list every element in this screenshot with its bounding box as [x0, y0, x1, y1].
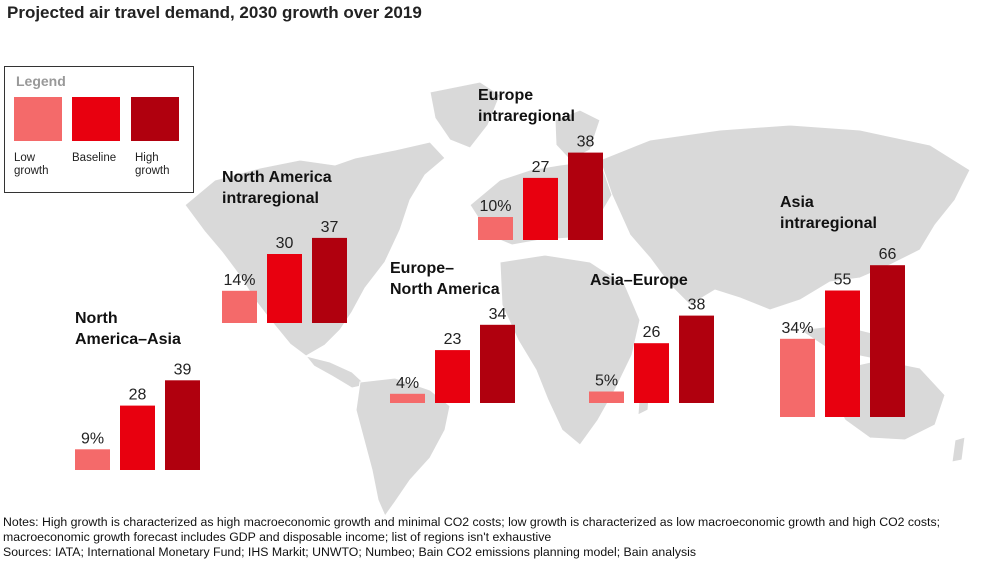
bar-value-label: 66	[879, 246, 897, 263]
region-label-north-america-asia: North America–Asia	[75, 308, 181, 350]
region-label-line: America–Asia	[75, 331, 181, 348]
map-new-zealand	[951, 436, 966, 463]
legend-swatch-high-growth	[131, 97, 179, 141]
bar-high-growth	[568, 152, 603, 240]
bar-value-label: 38	[577, 134, 595, 151]
bar-baseline	[523, 177, 558, 240]
bar-value-label: 55	[834, 272, 852, 289]
bar-value-label: 26	[643, 324, 661, 341]
bar-value-label: 34	[489, 306, 507, 323]
bar-value-label: 4%	[396, 375, 419, 392]
legend-title: Legend	[16, 73, 66, 89]
bar-value-label: 9%	[81, 430, 104, 447]
bar-baseline	[634, 343, 669, 403]
bar-high-growth	[870, 265, 905, 417]
map-greenland	[429, 81, 501, 149]
region-label-line: North	[75, 310, 118, 327]
bar-value-label: 14%	[223, 272, 255, 289]
region-label-line: intraregional	[478, 108, 575, 125]
region-label-line: Europe	[478, 87, 534, 104]
map-scandinavia	[554, 109, 601, 161]
region-label-line: North America	[390, 281, 500, 298]
region-label-line: intraregional	[222, 190, 319, 207]
footnotes: Notes: High growth is characterized as h…	[3, 515, 997, 560]
sources-text: Sources: IATA; International Monetary Fu…	[3, 545, 697, 559]
region-label-line: intraregional	[780, 215, 877, 232]
bar-group-north-america-asia: 9% 28 39	[75, 361, 200, 470]
region-label-line: North America	[222, 169, 332, 186]
bar-value-label: 30	[276, 235, 294, 252]
bar-value-label: 27	[532, 159, 550, 176]
bar-low-growth	[75, 449, 110, 470]
region-label-europe-north-america: Europe– North America	[390, 258, 500, 300]
bar-high-growth	[165, 380, 200, 470]
bar-value-label: 34%	[781, 320, 813, 337]
chart-title: Projected air travel demand, 2030 growth…	[7, 3, 422, 22]
bar-value-label: 10%	[479, 198, 511, 215]
bar-value-label: 37	[321, 219, 339, 236]
bar-low-growth	[780, 338, 815, 417]
bar-low-growth	[390, 393, 425, 403]
bar-value-label: 38	[688, 297, 706, 314]
legend-label-baseline: Baseline	[72, 152, 117, 164]
bar-baseline	[825, 290, 860, 417]
bar-high-growth	[480, 324, 515, 403]
region-label-north-america-intraregional: North America intraregional	[222, 167, 332, 209]
region-label-line: Asia	[780, 194, 814, 211]
bar-value-label: 39	[174, 361, 192, 378]
region-label-asia-intraregional: Asia intraregional	[780, 192, 877, 234]
bar-value-label: 5%	[595, 373, 618, 390]
bar-group-asia-intraregional: 34% 55 66	[780, 246, 905, 417]
legend-label-low-growth: Low growth	[14, 152, 49, 177]
region-label-line: Asia–Europe	[590, 272, 688, 289]
bar-value-label: 28	[129, 387, 147, 404]
bar-baseline	[120, 405, 155, 470]
bar-low-growth	[589, 391, 624, 403]
bar-high-growth	[679, 315, 714, 403]
bar-high-growth	[312, 237, 347, 323]
bar-baseline	[267, 254, 302, 323]
legend-label-high-growth: High growth	[135, 152, 170, 177]
bar-value-label: 23	[444, 331, 462, 348]
legend-swatch-low-growth	[14, 97, 62, 141]
map-asia	[599, 124, 971, 311]
bar-group-north-america-intraregional: 14% 30 37	[222, 219, 347, 323]
notes-text: Notes: High growth is characterized as h…	[3, 515, 941, 544]
legend-swatch-baseline	[72, 97, 120, 141]
region-label-line: Europe–	[390, 260, 455, 277]
bar-baseline	[435, 350, 470, 403]
region-label-europe-intraregional: Europe intraregional	[478, 85, 575, 127]
bar-low-growth	[222, 290, 257, 323]
bar-low-growth	[478, 217, 513, 240]
region-label-asia-europe: Asia–Europe	[590, 270, 688, 291]
bar-group-asia-europe: 5% 26 38	[589, 297, 714, 403]
bar-group-europe-north-america: 4% 23 34	[390, 306, 515, 403]
map-south-america	[355, 377, 451, 518]
bar-group-europe-intraregional: 10% 27 38	[478, 134, 603, 240]
legend: Legend Low growth Baseline High growth	[4, 66, 194, 193]
